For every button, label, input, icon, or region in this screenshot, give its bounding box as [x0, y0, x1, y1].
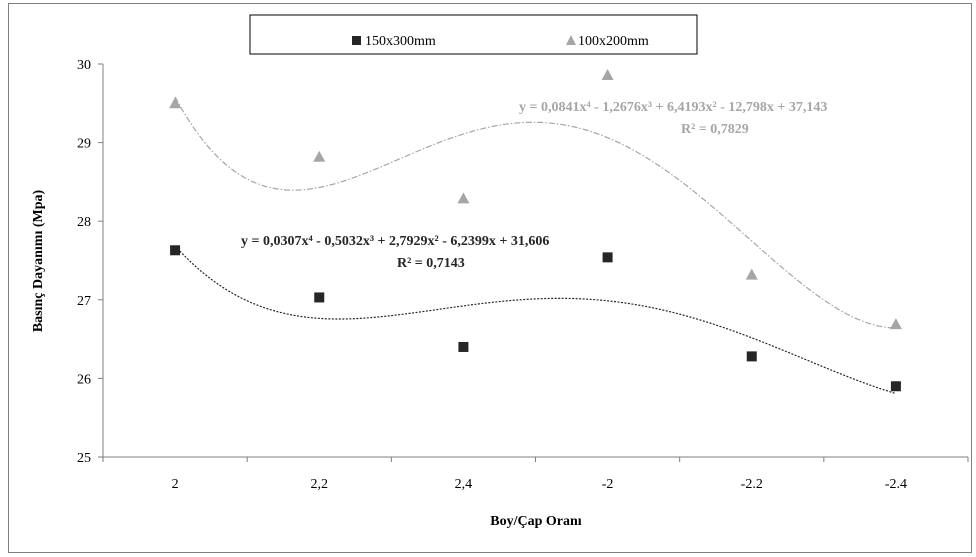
x-tick-label: 2,2: [311, 477, 329, 492]
legend-box: [249, 14, 698, 55]
legend-marker-square: [352, 36, 361, 45]
point-series-2: [745, 268, 758, 280]
x-tick-label: 2,4: [455, 477, 473, 492]
legend-label-series-2: 100x200mm: [578, 34, 649, 49]
r-squared-series-2: R² = 0,7829: [681, 122, 749, 137]
point-series-1: [890, 381, 901, 392]
point-series-1: [458, 341, 469, 352]
y-tick-label: 26: [77, 372, 91, 387]
data-points: [169, 69, 902, 392]
point-series-1: [746, 351, 757, 362]
trendline-series-1: [174, 245, 897, 395]
point-series-2: [601, 69, 614, 81]
x-tick-label: -2.4: [885, 477, 907, 492]
x-tick-label: -2.2: [741, 477, 763, 492]
trendline-series-2: [174, 96, 896, 329]
equation-series-1: y = 0,0307x⁴ - 0,5032x³ + 2,7929x² - 6,2…: [241, 234, 549, 249]
chart-frame: [8, 3, 972, 553]
point-series-2: [457, 192, 470, 204]
r-squared-series-1: R² = 0,7143: [397, 256, 465, 271]
legend: 150x300mm 100x200mm: [249, 14, 698, 55]
point-series-2: [169, 97, 182, 109]
x-tick-label: -2: [602, 477, 614, 492]
x-axis-title: Boy/Çap Oranı: [490, 514, 582, 529]
y-tick-label: 28: [77, 215, 91, 230]
trendline-annotation-series-1: y = 0,0307x⁴ - 0,5032x³ + 2,7929x² - 6,2…: [241, 234, 549, 271]
trendline-annotation-series-2: y = 0,0841x⁴ - 1,2676x³ + 6,4193x² - 12,…: [519, 100, 827, 137]
y-tick-label: 25: [77, 451, 91, 466]
point-series-2: [889, 318, 902, 330]
y-tick-label: 30: [77, 58, 91, 73]
point-series-2: [313, 150, 326, 162]
axes: 25 26 27 28 29 30 2 2,2 2,4 -2 -2.2 -2.4: [77, 58, 969, 492]
legend-marker-triangle: [566, 35, 576, 45]
y-tick-label: 27: [77, 294, 91, 309]
y-axis-title: Basınç Dayanımı (Mpa): [31, 189, 46, 332]
point-series-1: [170, 245, 181, 256]
legend-label-series-1: 150x300mm: [365, 34, 436, 49]
equation-series-2: y = 0,0841x⁴ - 1,2676x³ + 6,4193x² - 12,…: [519, 100, 827, 115]
point-series-1: [602, 252, 613, 263]
point-series-1: [314, 292, 325, 303]
y-tick-label: 29: [77, 137, 91, 152]
y-ticks: 25 26 27 28 29 30: [77, 58, 103, 466]
x-ticks: 2 2,2 2,4 -2 -2.2 -2.4: [102, 457, 969, 492]
x-tick-label: 2: [172, 477, 179, 492]
trendlines: [174, 96, 897, 395]
